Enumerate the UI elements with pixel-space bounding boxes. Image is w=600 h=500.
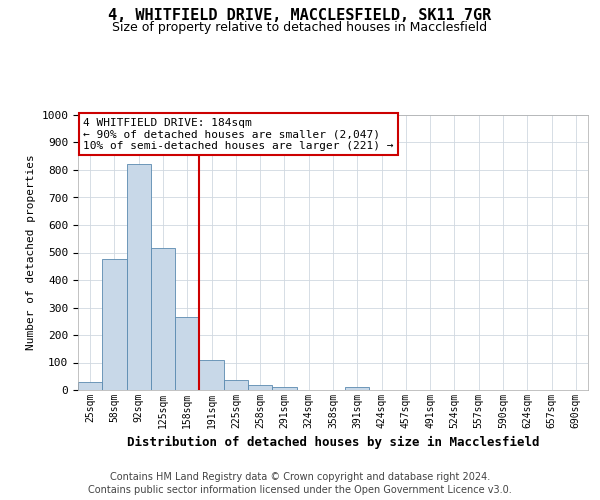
Bar [102, 258, 127, 390]
Bar [199, 360, 224, 390]
Bar [272, 387, 296, 390]
Bar [345, 387, 370, 390]
Text: Contains HM Land Registry data © Crown copyright and database right 2024.: Contains HM Land Registry data © Crown c… [110, 472, 490, 482]
Bar [224, 380, 248, 390]
Bar [248, 384, 272, 390]
Bar [78, 382, 102, 390]
Text: Size of property relative to detached houses in Macclesfield: Size of property relative to detached ho… [112, 21, 488, 34]
Bar [127, 164, 151, 390]
Bar [151, 248, 175, 390]
Text: Contains public sector information licensed under the Open Government Licence v3: Contains public sector information licen… [88, 485, 512, 495]
Text: 4, WHITFIELD DRIVE, MACCLESFIELD, SK11 7GR: 4, WHITFIELD DRIVE, MACCLESFIELD, SK11 7… [109, 8, 491, 22]
X-axis label: Distribution of detached houses by size in Macclesfield: Distribution of detached houses by size … [127, 436, 539, 450]
Y-axis label: Number of detached properties: Number of detached properties [26, 154, 36, 350]
Bar [175, 317, 199, 390]
Text: 4 WHITFIELD DRIVE: 184sqm
← 90% of detached houses are smaller (2,047)
10% of se: 4 WHITFIELD DRIVE: 184sqm ← 90% of detac… [83, 118, 394, 151]
